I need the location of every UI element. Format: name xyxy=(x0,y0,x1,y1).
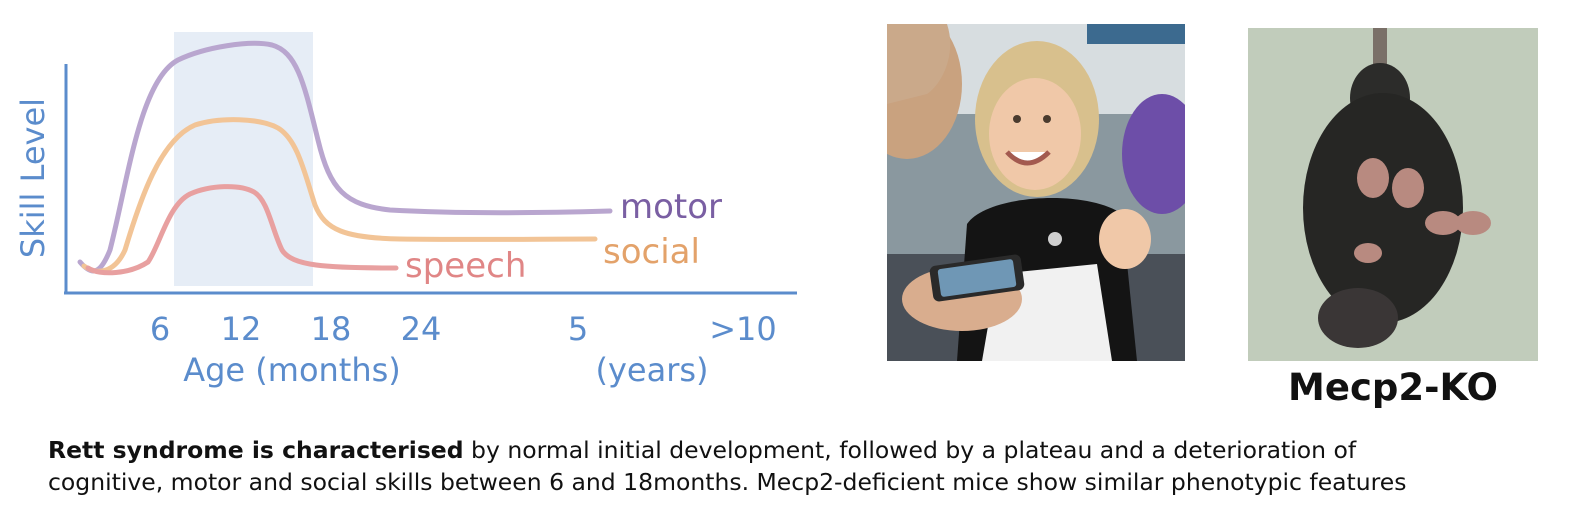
tick-label-5y: 5 xyxy=(568,310,588,348)
tick-label-6: 6 xyxy=(150,310,170,348)
mecp2-ko-mouse-photo xyxy=(1248,28,1538,361)
tick-label-10y: >10 xyxy=(709,310,777,348)
figure-caption: Rett syndrome is characterised by normal… xyxy=(48,434,1548,498)
motor-label: motor xyxy=(620,187,722,227)
tick-label-18: 18 xyxy=(311,310,352,348)
speech-curve xyxy=(85,184,399,276)
tick-label-24: 24 xyxy=(401,310,442,348)
speech-label: speech xyxy=(405,246,526,286)
skill-development-diagram: motor social speech Skill Level 6 12 18 … xyxy=(14,32,797,389)
caption-bold-lead: Rett syndrome is characterised xyxy=(48,436,464,464)
mouse-caption: Mecp2-KO xyxy=(1288,366,1498,409)
tick-label-12: 12 xyxy=(221,310,262,348)
caption-line-1-rest: by normal initial development, followed … xyxy=(463,436,1357,464)
y-axis-label: Skill Level xyxy=(14,98,52,258)
critical-window-highlight xyxy=(174,32,313,286)
x-axis-label-months: Age (months) xyxy=(183,351,401,389)
social-label: social xyxy=(603,232,700,272)
motor-curve xyxy=(77,40,613,274)
girl-with-phone-photo xyxy=(887,24,1185,361)
caption-line-1: Rett syndrome is characterised by normal… xyxy=(48,434,1548,466)
caption-line-2: cognitive, motor and social skills betwe… xyxy=(48,468,1407,496)
x-axis-label-years: (years) xyxy=(595,351,708,389)
social-curve xyxy=(81,117,598,274)
